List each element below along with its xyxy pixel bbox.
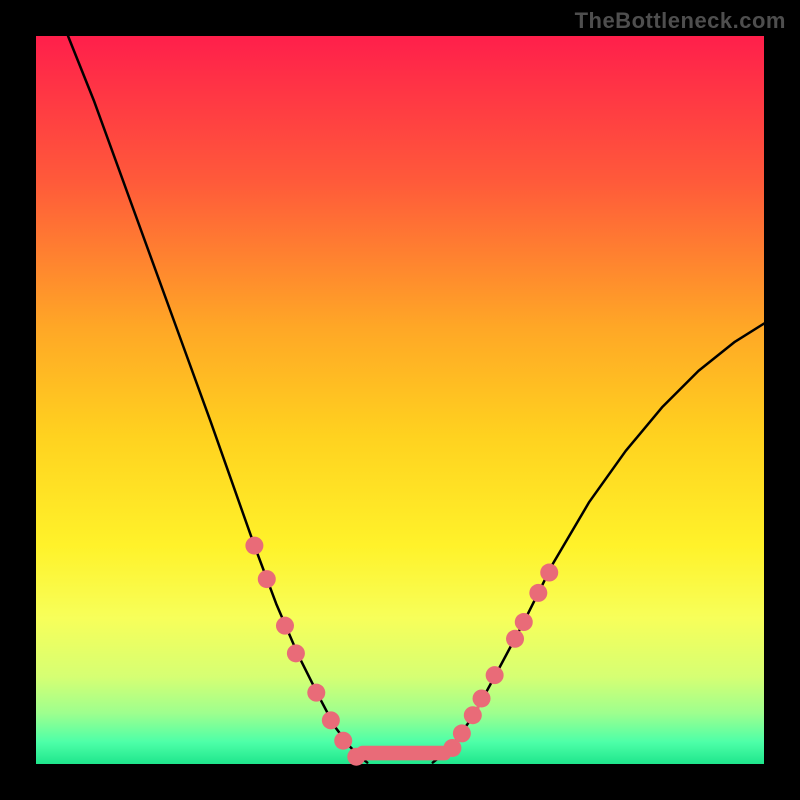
marker-dot <box>276 617 294 635</box>
marker-dot <box>506 630 524 648</box>
marker-dot <box>473 689 491 707</box>
valley-bar <box>356 746 451 761</box>
watermark-text: TheBottleneck.com <box>575 8 786 34</box>
marker-dot <box>307 684 325 702</box>
marker-dot <box>453 724 471 742</box>
marker-dot <box>540 564 558 582</box>
plot-area <box>36 36 764 764</box>
marker-dot <box>529 584 547 602</box>
marker-dot <box>464 706 482 724</box>
marker-dot <box>347 748 365 766</box>
marker-dot <box>334 732 352 750</box>
chart-canvas <box>0 0 800 800</box>
marker-dot <box>258 570 276 588</box>
marker-dot <box>486 666 504 684</box>
marker-dot <box>515 613 533 631</box>
marker-dot <box>287 644 305 662</box>
marker-dot <box>245 537 263 555</box>
marker-dot <box>322 711 340 729</box>
